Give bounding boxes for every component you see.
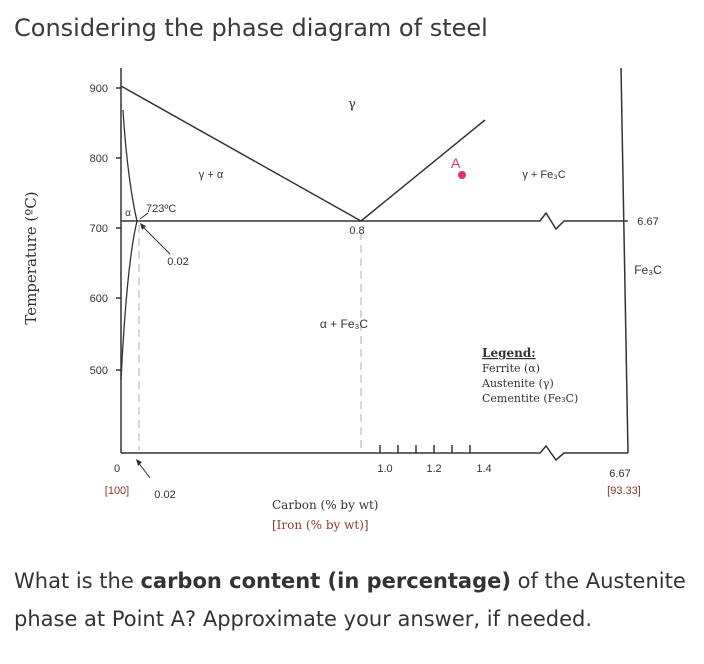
phase-fe3c: Fe₃C <box>634 263 662 277</box>
x-ticks <box>379 445 471 453</box>
question-bold: carbon content (in percentage) <box>140 569 511 593</box>
x-bottom-left-label: [100] <box>105 485 129 497</box>
point-a-marker <box>458 171 466 179</box>
legend-title: Legend: <box>482 346 536 360</box>
y-ticks <box>116 87 121 371</box>
y-axis-label: Temperature (ºC) <box>22 191 40 324</box>
alpha-bottom-curve <box>120 220 138 381</box>
arrowhead-alpha-bottom <box>136 459 142 466</box>
point-a-label: A <box>451 155 461 171</box>
x-bottom-right-label: [93.33] <box>607 485 641 497</box>
phase-gamma: γ <box>348 97 356 112</box>
x-axis-label-2: [Iron (% by wt)] <box>272 518 369 532</box>
x-tick-0: 0 <box>114 463 120 475</box>
phase-gamma-fe3c: γ + Fe₃C <box>522 169 565 181</box>
arrow-alpha-bottom <box>137 461 151 479</box>
question-text: What is the carbon content (in percentag… <box>14 562 694 638</box>
y-tick-800: 800 <box>90 153 108 165</box>
alpha-bottom-label: 0.02 <box>154 489 175 501</box>
legend-item-cementite: Cementite (Fe₃C) <box>482 392 578 405</box>
y-tick-600: 600 <box>90 293 108 305</box>
arrow-723 <box>139 212 149 220</box>
alpha-max-label: 0.02 <box>167 256 188 268</box>
y-tick-900: 900 <box>90 83 108 95</box>
x-tick-1-4: 1.4 <box>476 463 491 475</box>
alpha-solvus-curve <box>122 109 138 222</box>
alpha-label: α <box>125 208 131 219</box>
phase-alpha-fe3c: α + Fe₃C <box>320 317 369 331</box>
question-part2: of the Austenite phase at Point A? Appro… <box>14 569 686 631</box>
x-tick-6-67: 6.67 <box>609 468 630 480</box>
x-axis-label: Carbon (% by wt) <box>272 498 378 512</box>
legend-item-ferrite: Ferrite (α) <box>482 362 540 375</box>
acm-line <box>360 119 486 222</box>
arrowhead-alpha-max <box>140 223 146 230</box>
phase-gamma-alpha: γ + α <box>199 169 224 181</box>
x-tick-1-2: 1.2 <box>426 463 441 475</box>
eutectoid-comp-label: 0.8 <box>349 225 364 237</box>
question-part1: What is the <box>14 569 141 593</box>
x-axis-break <box>539 444 628 462</box>
y-tick-500: 500 <box>90 365 108 377</box>
phase-diagram: Temperature (ºC) 900 800 700 600 500 0 1… <box>22 67 662 532</box>
fe3c-comp-label: 6.67 <box>637 216 658 228</box>
a3-line <box>120 85 362 222</box>
arrow-alpha-max <box>141 225 171 255</box>
eutectoid-break <box>539 211 628 231</box>
fe3c-line <box>620 67 629 454</box>
x-tick-1-0: 1.0 <box>377 463 392 475</box>
y-tick-700: 700 <box>90 223 108 235</box>
legend-item-austenite: Austenite (γ) <box>481 377 554 390</box>
eutectoid-temp-label: 723ºC <box>146 203 176 215</box>
page-title: Considering the phase diagram of steel <box>14 14 488 42</box>
